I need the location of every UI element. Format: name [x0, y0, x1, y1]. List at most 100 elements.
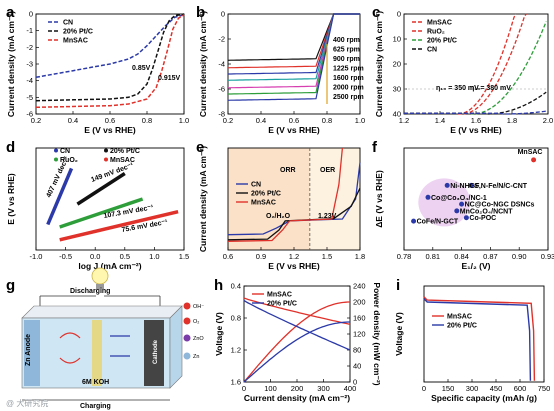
o2h2o-label: O₂/H₂O	[266, 213, 291, 220]
axes-frame	[35, 147, 185, 251]
axes-frame	[403, 147, 549, 251]
panel-g-schematic: Discharging Zn Anode Cathode 6M KOH Char…	[21, 267, 204, 410]
data-point	[463, 215, 469, 221]
data-point	[459, 201, 465, 207]
y-tick-label: 0.4	[231, 282, 241, 291]
discharge-curve-1	[423, 298, 532, 381]
data-point-label: CoFe/N-GCT	[417, 219, 459, 226]
y-tick-label: -2	[218, 35, 225, 44]
cathode	[144, 320, 164, 386]
legend-label: CN	[251, 182, 261, 189]
fit-line-1	[76, 172, 126, 206]
x-tick-label: 0	[422, 384, 426, 393]
legend-label: MnSAC	[427, 20, 452, 27]
legend-label: CN	[60, 148, 70, 155]
data-point	[531, 157, 537, 163]
legend-o2-icon	[183, 317, 191, 325]
y-tick-label: -6	[26, 110, 33, 119]
series-line-2	[35, 14, 185, 109]
x-axis-label: E (V vs RHE)	[84, 125, 136, 135]
data-point	[444, 182, 450, 188]
x-axis-label: log J (mA cm⁻²)	[78, 261, 141, 271]
legend-label: 20% Pt/C	[63, 29, 93, 36]
y-tick-label: 0.8	[231, 314, 241, 323]
x-tick-label: 0.2	[31, 116, 41, 125]
x-tick-label: 1.5	[322, 252, 332, 261]
y-tick-label: 1.2	[231, 346, 241, 355]
oer-region	[309, 148, 360, 250]
legend-label: 900 rpm	[333, 56, 360, 63]
fit-line-2	[59, 197, 144, 229]
arrow-red-2	[59, 357, 81, 364]
y-axis-label: Current density (mA cm⁻²)	[198, 146, 208, 252]
potential-label: 1.23V	[318, 213, 337, 220]
y-tick-label: 0	[397, 10, 401, 19]
legend-label: 1225 rpm	[333, 66, 364, 73]
x-tick-label: 0.9	[256, 252, 266, 261]
x-tick-label: 0.6	[223, 252, 233, 261]
arrow-red-1	[59, 332, 81, 339]
data-point-label: Ni-NHGF	[450, 183, 480, 190]
y-axis-label: ΔE (V vs RHE)	[374, 170, 384, 228]
charging-label: Charging	[80, 403, 111, 410]
legend-label: RuO₂	[60, 157, 78, 164]
cell-top	[21, 305, 183, 319]
x-tick-label: 300	[466, 384, 479, 393]
legend-label: MnSAC	[63, 38, 88, 45]
legend-zn-icon	[183, 352, 191, 360]
y-tick-label: -2	[26, 43, 33, 52]
y-axis-label: Current density (mA cm⁻²)	[6, 11, 16, 117]
x-tick-label: 0.84	[454, 252, 469, 261]
panel-label-a: a	[6, 4, 15, 21]
series-line-2	[227, 147, 344, 242]
legend-label: 625 rpm	[333, 47, 360, 54]
y-tick-label: 20	[393, 60, 401, 69]
oer-label: OER	[320, 167, 335, 174]
y2-tick-label: 80	[353, 346, 361, 355]
y-tick-label: 1.6	[231, 378, 241, 387]
x-tick-label: 0.4	[256, 116, 266, 125]
legend-marker	[104, 157, 108, 162]
panel-label-d: d	[6, 139, 15, 156]
panel-c: 1.2 1.4 1.6 1.8 2.0 0 10 20 30 40 E (V vs RHE) Curr…	[374, 10, 553, 136]
panel-f: 0.78 0.81 0.84 0.87 0.90 0.93 E₁/₂ (V) ΔE (V vs…	[374, 147, 554, 271]
legend-label: 2000 rpm	[333, 85, 364, 92]
x-tick-label: 200	[291, 384, 304, 393]
panel-label-f: f	[372, 139, 378, 156]
legend-label: 20% Pt/C	[447, 323, 477, 330]
x-tick-label: 1.8	[355, 252, 365, 261]
x-tick-label: 1.2	[399, 116, 409, 125]
watermark: @ 大研究院	[6, 398, 48, 408]
x-tick-label: 100	[264, 384, 277, 393]
series-line-6	[227, 13, 360, 101]
legend-oh: OH⁻	[193, 304, 204, 310]
x-tick-label: 150	[442, 384, 455, 393]
data-point	[454, 208, 460, 214]
x-axis-label: Specific capacity (mAh /g)	[431, 393, 537, 403]
discharge-curve-0	[423, 296, 536, 381]
series-line-1	[227, 187, 361, 241]
fit-line-0	[46, 167, 74, 226]
zn-anode	[24, 320, 40, 386]
data-point-label: Co-POC	[469, 215, 496, 222]
x-axis-label: E (V vs RHE)	[450, 125, 502, 135]
annotation-eta-mnsac: η₁₀ = 350 mV	[436, 85, 479, 92]
panel-b: 0.2 0.4 0.6 0.8 1.0 0 -2 -4 -6 -8 E (V vs RHE) Curr…	[198, 10, 365, 136]
legend-label: MnSAC	[251, 200, 276, 207]
cell-side	[169, 305, 183, 389]
series-line-0	[35, 14, 185, 79]
x-tick-label: 1.8	[507, 116, 517, 125]
x-tick-label: -0.5	[59, 252, 72, 261]
y2-tick-label: 0	[353, 378, 357, 387]
panel-label-e: e	[196, 139, 204, 156]
y-tick-label: -8	[218, 110, 225, 119]
anode-label: Zn Anode	[25, 334, 32, 366]
x-tick-label: 0.5	[120, 252, 130, 261]
y-tick-label: -5	[26, 93, 33, 102]
legend-label: 20% Pt/C	[267, 301, 297, 308]
x-tick-label: 600	[514, 384, 527, 393]
y2-tick-label: 240	[353, 282, 366, 291]
y-tick-label: -6	[218, 85, 225, 94]
